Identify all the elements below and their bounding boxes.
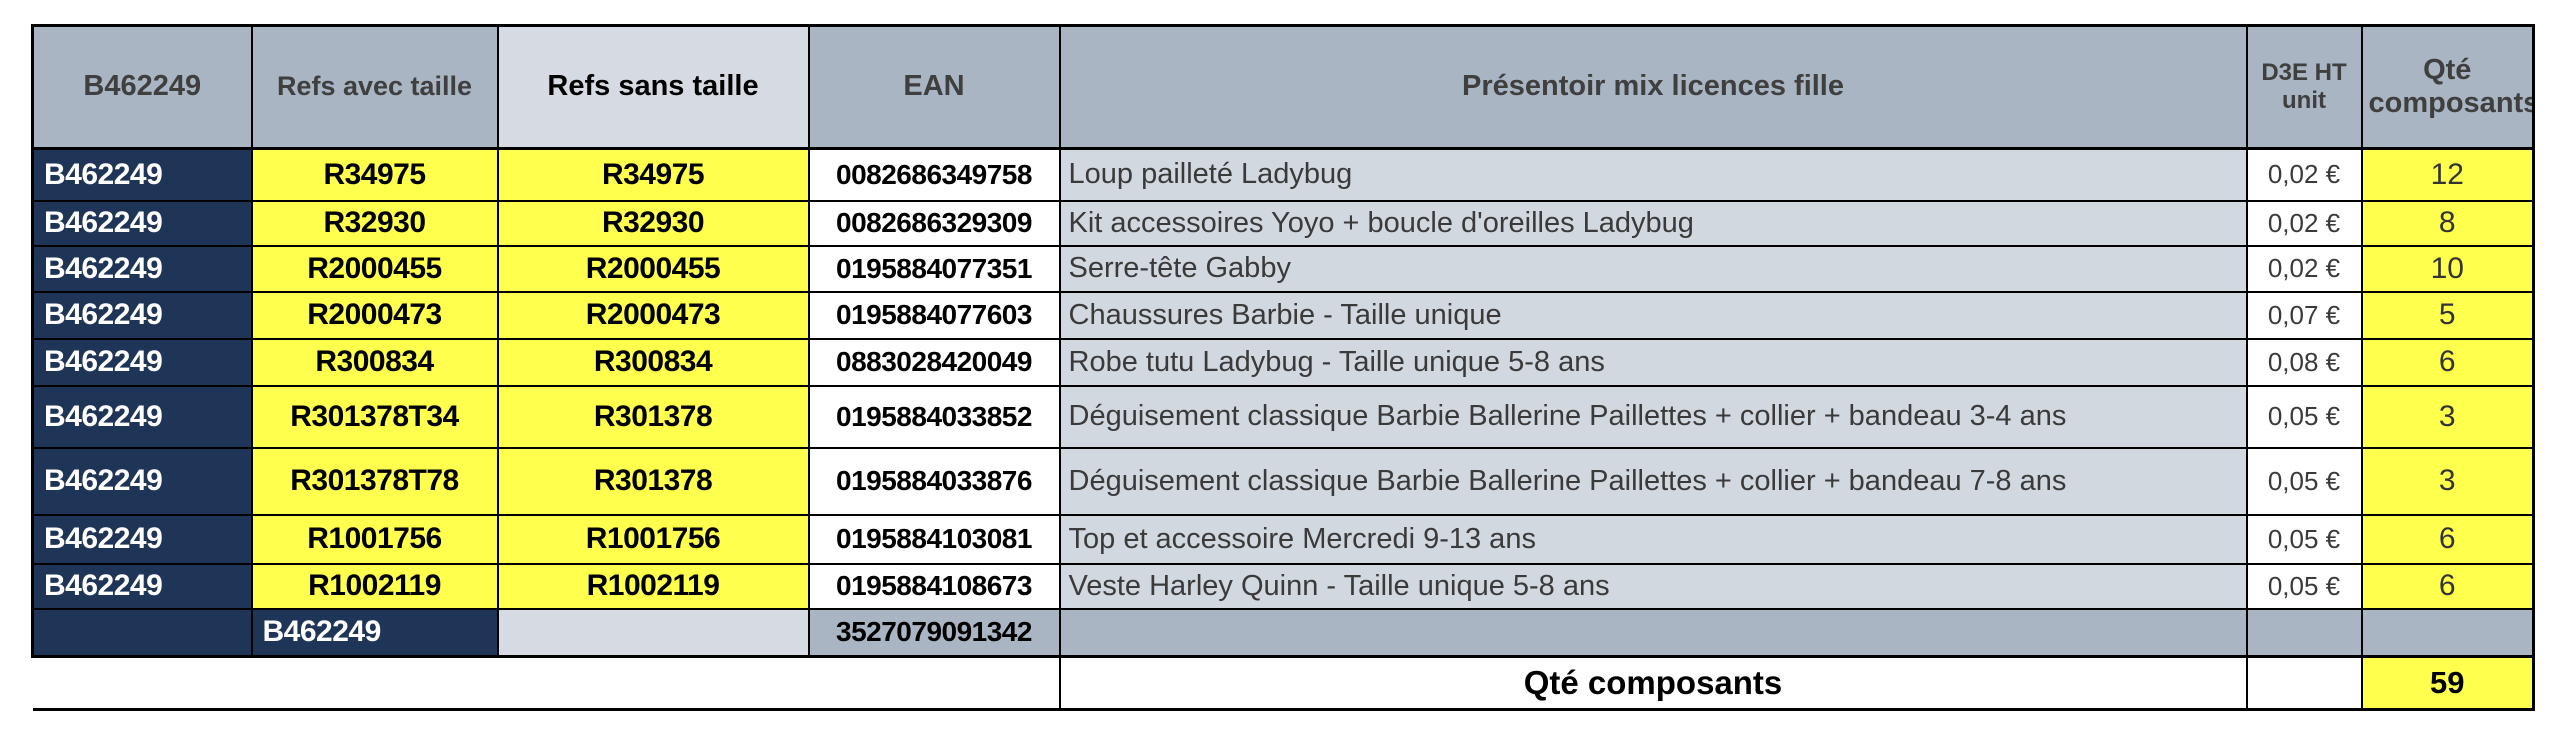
ean-cell[interactable]: 0195884103081 — [807, 513, 1061, 565]
ean-cell[interactable]: 0082686349758 — [807, 147, 1061, 202]
ref-without-size-cell[interactable]: R32930 — [496, 199, 810, 247]
ref-without-size-cell[interactable]: R301378 — [496, 446, 810, 516]
ref-without-size-cell[interactable]: R2000455 — [496, 244, 810, 293]
column-header-refs-sans-taille[interactable]: Refs sans taille — [496, 24, 810, 150]
column-header-ean[interactable]: EAN — [807, 24, 1061, 150]
d3e-cell[interactable]: 0,08 € — [2245, 337, 2363, 387]
ref-without-size-cell[interactable]: R1001756 — [496, 513, 810, 565]
column-header-refs-avec-taille[interactable]: Refs avec taille — [250, 24, 499, 150]
ref-with-size-cell[interactable]: R2000473 — [250, 290, 499, 340]
footer-row: Qté composants 59 — [32, 655, 2535, 711]
summary-empty-description-cell[interactable] — [1058, 607, 2248, 658]
description-cell[interactable]: Serre-tête Gabby — [1058, 244, 2248, 293]
table-body: B462249 R34975 R34975 0082686349758 Loup… — [31, 147, 2535, 610]
summary-ean-cell[interactable]: 3527079091342 — [807, 607, 1061, 658]
table-row: B462249 R32930 R32930 0082686329309 Kit … — [31, 199, 2535, 247]
ean-cell[interactable]: 0195884033852 — [807, 384, 1061, 449]
d3e-cell[interactable]: 0,05 € — [2245, 446, 2363, 516]
batch-cell[interactable]: B462249 — [31, 446, 253, 516]
summary-batch-cell[interactable]: B462249 — [250, 607, 499, 658]
description-cell[interactable]: Veste Harley Quinn - Taille unique 5-8 a… — [1058, 562, 2248, 610]
qty-cell[interactable]: 6 — [2360, 562, 2535, 610]
description-cell[interactable]: Robe tutu Ladybug - Taille unique 5-8 an… — [1058, 337, 2248, 387]
table-row: B462249 R301378T78 R301378 0195884033876… — [31, 446, 2535, 516]
description-cell[interactable]: Déguisement classique Barbie Ballerine P… — [1058, 384, 2248, 449]
qty-cell[interactable]: 10 — [2360, 244, 2535, 293]
header-row: B462249 Refs avec taille Refs sans taill… — [31, 24, 2535, 150]
d3e-cell[interactable]: 0,05 € — [2245, 562, 2363, 610]
column-header-d3e[interactable]: D3E HT unit — [2245, 24, 2363, 150]
ref-with-size-cell[interactable]: R2000455 — [250, 244, 499, 293]
ref-with-size-cell[interactable]: R301378T78 — [250, 446, 499, 516]
batch-cell[interactable]: B462249 — [31, 562, 253, 610]
d3e-cell[interactable]: 0,07 € — [2245, 290, 2363, 340]
qty-cell[interactable]: 6 — [2360, 337, 2535, 387]
ref-without-size-cell[interactable]: R1002119 — [496, 562, 810, 610]
components-table: B462249 Refs avec taille Refs sans taill… — [31, 24, 2535, 711]
footer-empty-d3e-cell[interactable] — [2245, 655, 2363, 711]
batch-cell[interactable]: B462249 — [31, 384, 253, 449]
ean-cell[interactable]: 0082686329309 — [807, 199, 1061, 247]
table-row: B462249 R1002119 R1002119 0195884108673 … — [31, 562, 2535, 610]
batch-cell[interactable]: B462249 — [31, 513, 253, 565]
ref-without-size-cell[interactable]: R34975 — [496, 147, 810, 202]
table-row: B462249 R34975 R34975 0082686349758 Loup… — [31, 147, 2535, 202]
ref-with-size-cell[interactable]: R1002119 — [250, 562, 499, 610]
description-cell[interactable]: Kit accessoires Yoyo + boucle d'oreilles… — [1058, 199, 2248, 247]
d3e-cell[interactable]: 0,05 € — [2245, 384, 2363, 449]
column-header-batch[interactable]: B462249 — [31, 24, 253, 150]
footer-label-cell[interactable]: Qté composants — [1058, 655, 2248, 711]
ean-cell[interactable]: 0883028420049 — [807, 337, 1061, 387]
ref-without-size-cell[interactable]: R300834 — [496, 337, 810, 387]
ean-cell[interactable]: 0195884077351 — [807, 244, 1061, 293]
batch-cell[interactable]: B462249 — [31, 244, 253, 293]
d3e-cell[interactable]: 0,02 € — [2245, 244, 2363, 293]
table-row: B462249 R2000473 R2000473 0195884077603 … — [31, 290, 2535, 340]
d3e-cell[interactable]: 0,02 € — [2245, 147, 2363, 202]
ean-cell[interactable]: 0195884077603 — [807, 290, 1061, 340]
qty-cell[interactable]: 5 — [2360, 290, 2535, 340]
qty-cell[interactable]: 12 — [2360, 147, 2535, 202]
qty-cell[interactable]: 8 — [2360, 199, 2535, 247]
batch-cell[interactable]: B462249 — [31, 147, 253, 202]
description-cell[interactable]: Déguisement classique Barbie Ballerine P… — [1058, 446, 2248, 516]
table-row: B462249 R301378T34 R301378 0195884033852… — [31, 384, 2535, 449]
summary-row: B462249 3527079091342 — [31, 607, 2535, 658]
qty-cell[interactable]: 3 — [2360, 446, 2535, 516]
ref-with-size-cell[interactable]: R34975 — [250, 147, 499, 202]
d3e-cell[interactable]: 0,05 € — [2245, 513, 2363, 565]
summary-empty-batch-cell[interactable] — [31, 607, 253, 658]
ref-with-size-cell[interactable]: R300834 — [250, 337, 499, 387]
description-cell[interactable]: Loup pailleté Ladybug — [1058, 147, 2248, 202]
batch-cell[interactable]: B462249 — [31, 199, 253, 247]
ref-with-size-cell[interactable]: R301378T34 — [250, 384, 499, 449]
d3e-cell[interactable]: 0,02 € — [2245, 199, 2363, 247]
description-cell[interactable]: Chaussures Barbie - Taille unique — [1058, 290, 2248, 340]
summary-empty-ref-cell[interactable] — [496, 607, 810, 658]
table-row: B462249 R1001756 R1001756 0195884103081 … — [31, 513, 2535, 565]
ref-without-size-cell[interactable]: R301378 — [496, 384, 810, 449]
footer-blank-area — [32, 656, 1060, 711]
column-header-qty[interactable]: Qté composants — [2360, 24, 2535, 150]
table-row: B462249 R2000455 R2000455 0195884077351 … — [31, 244, 2535, 293]
footer-total-cell[interactable]: 59 — [2360, 655, 2535, 711]
ean-cell[interactable]: 0195884108673 — [807, 562, 1061, 610]
ref-without-size-cell[interactable]: R2000473 — [496, 290, 810, 340]
summary-empty-d3e-cell[interactable] — [2245, 607, 2363, 658]
ean-cell[interactable]: 0195884033876 — [807, 446, 1061, 516]
summary-empty-qty-cell[interactable] — [2360, 607, 2535, 658]
qty-cell[interactable]: 3 — [2360, 384, 2535, 449]
column-header-presentoir[interactable]: Présentoir mix licences fille — [1058, 24, 2248, 150]
table-row: B462249 R300834 R300834 0883028420049 Ro… — [31, 337, 2535, 387]
ref-with-size-cell[interactable]: R1001756 — [250, 513, 499, 565]
batch-cell[interactable]: B462249 — [31, 290, 253, 340]
ref-with-size-cell[interactable]: R32930 — [250, 199, 499, 247]
batch-cell[interactable]: B462249 — [31, 337, 253, 387]
description-cell[interactable]: Top et accessoire Mercredi 9-13 ans — [1058, 513, 2248, 565]
qty-cell[interactable]: 6 — [2360, 513, 2535, 565]
